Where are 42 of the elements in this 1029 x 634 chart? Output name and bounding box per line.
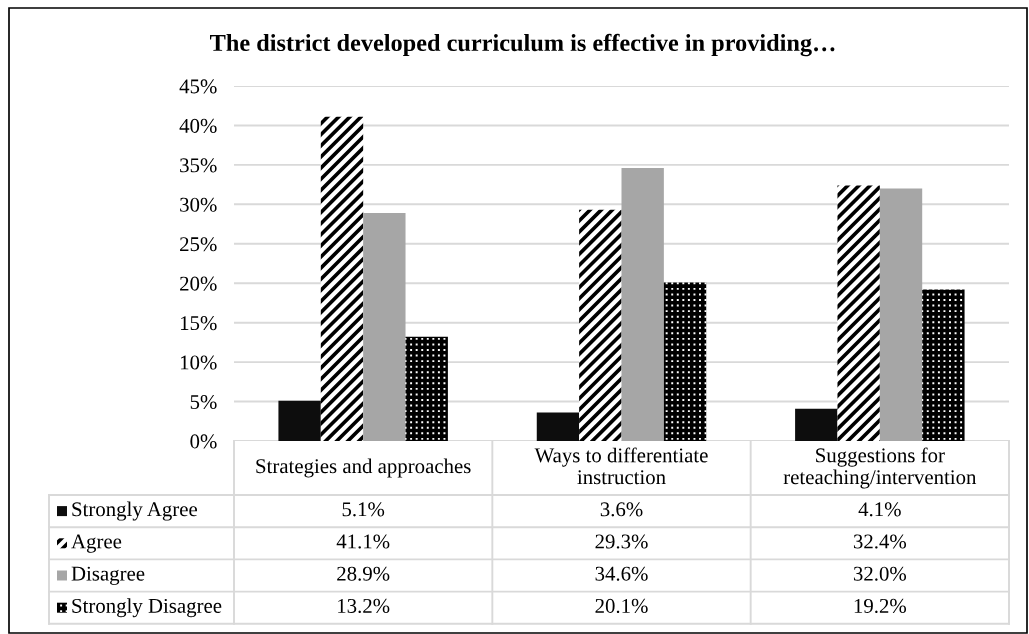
y-tick-label: 20%: [180, 276, 217, 291]
y-tick-label: 35%: [180, 158, 217, 173]
data-label: 19.2%: [854, 598, 907, 614]
bar: [536, 412, 580, 441]
data-label: 34.6%: [595, 566, 648, 581]
bar: [879, 188, 923, 441]
x-tick-label: Suggestions for reteaching/intervention: [783, 447, 977, 489]
data-label: 32.0%: [853, 566, 907, 581]
data-label: 3.6%: [600, 502, 643, 517]
y-tick-label: 5%: [190, 394, 217, 410]
bar: [320, 116, 364, 441]
chart-title: The district developed curriculum is effective in providing…: [210, 33, 835, 57]
data-label: 32.4%: [853, 534, 907, 549]
bar: [278, 400, 321, 441]
y-tick-label: 15%: [180, 316, 217, 331]
legend-label: Disagree: [71, 566, 145, 585]
y-tick-label: 40%: [179, 118, 217, 133]
bar: [621, 168, 664, 441]
data-label: 20.1%: [595, 598, 648, 614]
bar: [795, 408, 838, 441]
y-tick-label: 30%: [180, 197, 217, 212]
data-label: 4.1%: [858, 502, 901, 517]
legend-label: Strongly Disagree: [72, 598, 222, 618]
bar: [837, 185, 880, 441]
y-tick-label: 0%: [190, 434, 217, 449]
y-tick-label: 10%: [180, 355, 217, 370]
data-label: 41.1%: [336, 534, 390, 549]
data-label: 13.2%: [338, 598, 390, 614]
data-label: 28.9%: [337, 566, 390, 581]
legend-label: Strongly Agree: [72, 501, 197, 521]
bar: [363, 213, 406, 441]
data-label: 29.3%: [595, 534, 648, 549]
data-label: 5.1%: [342, 502, 385, 517]
y-tick-label: 45%: [179, 79, 217, 94]
bar: [663, 282, 707, 441]
x-tick-label: Strategies and approaches: [256, 458, 471, 478]
bar: [922, 289, 965, 441]
bar: [405, 336, 448, 441]
legend-label: Agree: [71, 534, 122, 553]
y-tick-label: 25%: [180, 237, 217, 252]
bar: [579, 209, 622, 441]
x-tick-label: Ways to differentiate instruction: [534, 447, 708, 485]
